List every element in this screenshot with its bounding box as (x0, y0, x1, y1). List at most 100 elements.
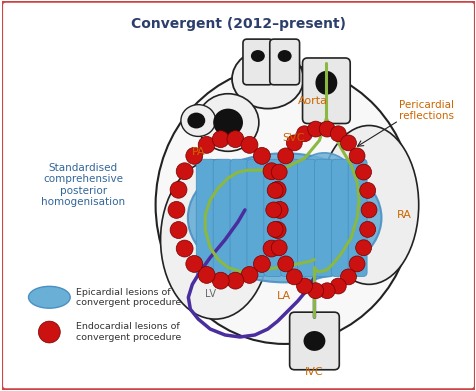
Text: IVC: IVC (305, 367, 323, 377)
Ellipse shape (307, 204, 321, 216)
Circle shape (348, 148, 364, 164)
Text: Epicardial lesions of
convergent procedure: Epicardial lesions of convergent procedu… (76, 287, 181, 307)
Text: Standardised
comprehensive
posterior
homogenisation: Standardised comprehensive posterior hom… (41, 163, 125, 208)
FancyBboxPatch shape (247, 159, 265, 276)
Ellipse shape (180, 105, 215, 136)
FancyBboxPatch shape (289, 312, 338, 370)
Circle shape (268, 181, 286, 198)
Circle shape (355, 240, 371, 256)
FancyBboxPatch shape (269, 39, 299, 85)
Circle shape (296, 126, 312, 142)
FancyBboxPatch shape (213, 159, 231, 276)
Circle shape (186, 147, 202, 164)
Ellipse shape (187, 113, 205, 129)
Ellipse shape (315, 71, 337, 95)
Text: RA: RA (396, 210, 411, 220)
Circle shape (355, 164, 371, 180)
Text: LA: LA (276, 291, 290, 301)
Circle shape (198, 267, 215, 283)
FancyBboxPatch shape (229, 159, 248, 276)
Circle shape (277, 148, 293, 164)
Ellipse shape (231, 49, 303, 109)
Circle shape (307, 121, 323, 137)
Circle shape (271, 240, 287, 256)
FancyBboxPatch shape (280, 159, 299, 276)
Ellipse shape (188, 153, 381, 282)
Circle shape (359, 183, 375, 198)
FancyBboxPatch shape (302, 58, 349, 124)
Text: PA: PA (191, 147, 205, 157)
Ellipse shape (319, 126, 418, 284)
Ellipse shape (213, 109, 242, 136)
Circle shape (267, 221, 282, 237)
FancyBboxPatch shape (347, 159, 367, 276)
Circle shape (176, 163, 193, 180)
Circle shape (267, 183, 282, 198)
FancyBboxPatch shape (297, 159, 316, 276)
Ellipse shape (298, 197, 330, 222)
Text: Pericardial
reflections: Pericardial reflections (398, 100, 453, 122)
Circle shape (176, 240, 193, 257)
Circle shape (271, 164, 287, 180)
Ellipse shape (155, 66, 413, 344)
Circle shape (170, 222, 187, 239)
Circle shape (186, 255, 202, 273)
Ellipse shape (234, 208, 249, 222)
Ellipse shape (307, 229, 321, 241)
Circle shape (318, 121, 335, 137)
Circle shape (286, 269, 302, 285)
Ellipse shape (298, 222, 330, 247)
Circle shape (198, 136, 215, 153)
Circle shape (227, 131, 243, 147)
Ellipse shape (226, 201, 258, 229)
FancyBboxPatch shape (196, 159, 215, 276)
Text: Endocardial lesions of
convergent procedure: Endocardial lesions of convergent proced… (76, 322, 181, 342)
Circle shape (263, 240, 279, 257)
Circle shape (340, 269, 356, 285)
Circle shape (212, 272, 228, 289)
Circle shape (240, 267, 258, 283)
Circle shape (348, 256, 364, 272)
Ellipse shape (307, 179, 321, 191)
Circle shape (212, 131, 228, 147)
Text: SVC: SVC (281, 133, 304, 143)
Ellipse shape (277, 50, 291, 62)
Circle shape (253, 255, 270, 273)
Circle shape (253, 147, 270, 164)
Circle shape (359, 221, 375, 237)
FancyBboxPatch shape (331, 159, 349, 276)
Ellipse shape (160, 160, 269, 319)
Ellipse shape (29, 286, 70, 308)
FancyBboxPatch shape (263, 159, 282, 276)
Text: LV: LV (204, 289, 215, 299)
Circle shape (286, 135, 302, 151)
Text: Aorta: Aorta (297, 96, 327, 106)
Circle shape (360, 202, 376, 218)
Ellipse shape (250, 50, 264, 62)
Circle shape (240, 136, 258, 153)
Circle shape (271, 201, 288, 218)
Circle shape (168, 201, 185, 218)
Circle shape (263, 163, 279, 180)
Circle shape (330, 126, 346, 142)
Circle shape (330, 278, 346, 294)
Circle shape (318, 283, 335, 299)
Ellipse shape (282, 153, 366, 277)
Circle shape (268, 222, 286, 239)
Circle shape (170, 181, 187, 198)
Circle shape (39, 321, 60, 343)
Ellipse shape (298, 173, 330, 197)
Circle shape (277, 256, 293, 272)
Text: Convergent (2012–present): Convergent (2012–present) (130, 17, 345, 31)
Ellipse shape (234, 181, 249, 195)
FancyBboxPatch shape (242, 39, 272, 85)
Circle shape (227, 272, 243, 289)
Circle shape (307, 283, 323, 299)
Circle shape (340, 135, 356, 151)
Circle shape (296, 278, 312, 294)
Ellipse shape (197, 94, 258, 151)
FancyBboxPatch shape (314, 159, 333, 276)
Ellipse shape (226, 174, 258, 202)
Circle shape (265, 202, 281, 218)
Ellipse shape (303, 331, 325, 351)
